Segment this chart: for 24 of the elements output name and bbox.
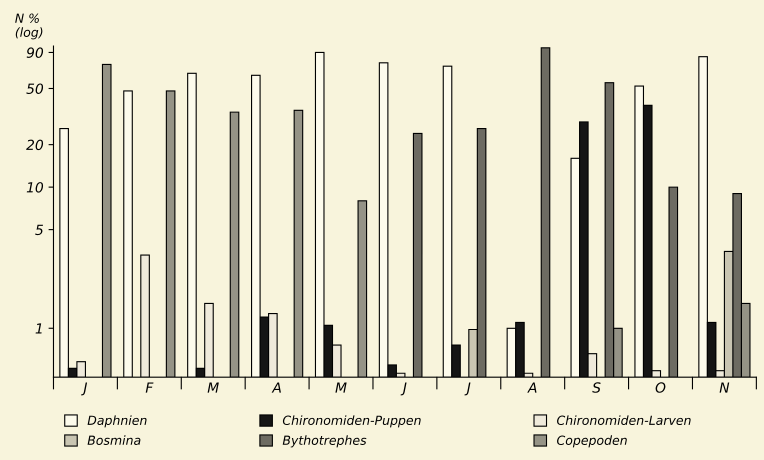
x-tick-label: J [81,382,88,396]
x-tick-label: J [464,382,470,396]
y-tick-label: 90 [26,47,44,58]
y-tick-label: 10 [26,182,44,193]
x-tick-label: M [335,382,347,393]
y-tick-label: 5 [35,224,43,236]
legend-label: Daphnien [88,415,147,428]
legend-label: Chironomiden-Puppen [282,415,421,428]
x-tick-label: M [208,382,219,393]
y-axis-title: N % (log) [15,14,42,40]
legend-label: Copepoden [557,435,627,448]
y-tick-label: 50 [26,83,44,94]
x-tick-label: N [720,382,730,393]
legend-label: Bosmina [88,435,140,445]
x-tick-label: F [146,382,154,393]
x-tick-label: S [592,382,601,393]
x-tick-label: A [527,382,537,393]
x-tick-label: O [656,382,666,393]
legend-label: Chironomiden-Larven [557,415,691,425]
x-tick-label: A [272,382,281,393]
y-tick-label: 1 [36,323,42,334]
x-tick-label: J [400,382,407,396]
y-tick-label: 20 [26,140,44,150]
legend-label: Bythotrephes [282,435,366,448]
